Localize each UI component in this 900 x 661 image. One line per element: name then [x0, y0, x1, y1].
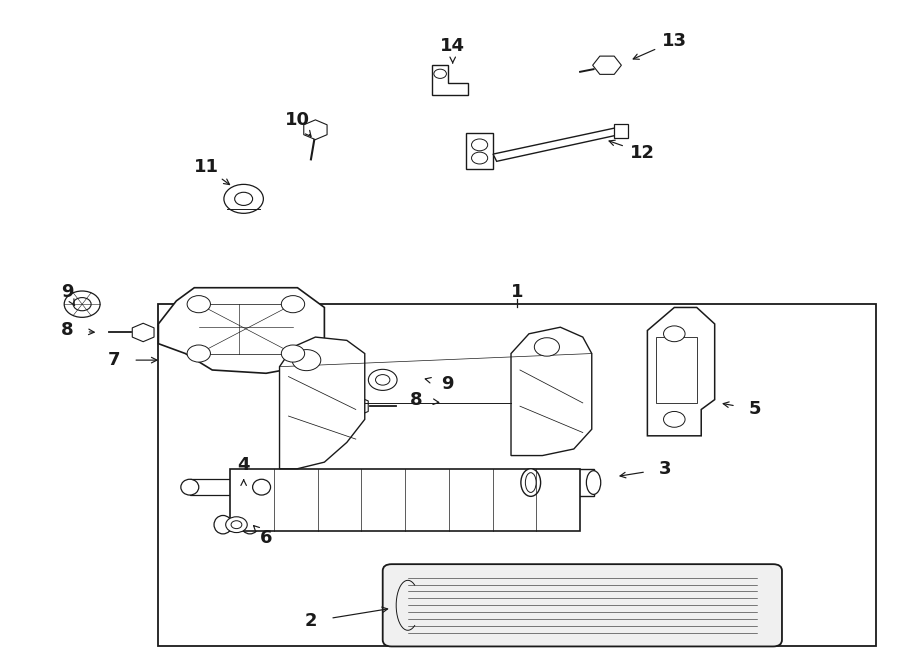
Text: 14: 14 [440, 37, 465, 55]
Circle shape [663, 411, 685, 427]
Text: 10: 10 [285, 111, 310, 129]
Polygon shape [493, 128, 620, 161]
Text: 13: 13 [662, 32, 687, 50]
Circle shape [187, 295, 211, 313]
Circle shape [187, 345, 211, 362]
Bar [466, 133, 493, 169]
Text: 2: 2 [305, 613, 317, 631]
FancyBboxPatch shape [382, 564, 782, 646]
Text: 8: 8 [60, 321, 73, 340]
Bar [614, 124, 627, 137]
Polygon shape [656, 337, 697, 403]
Circle shape [73, 297, 91, 311]
Text: 6: 6 [260, 529, 273, 547]
Polygon shape [432, 65, 468, 95]
Ellipse shape [241, 516, 259, 534]
Circle shape [231, 521, 242, 529]
Text: 11: 11 [194, 158, 219, 176]
Polygon shape [647, 307, 715, 436]
Circle shape [282, 345, 304, 362]
Circle shape [535, 338, 560, 356]
Circle shape [368, 369, 397, 391]
Ellipse shape [526, 473, 536, 492]
Circle shape [472, 152, 488, 164]
Ellipse shape [181, 479, 199, 495]
Bar [230, 469, 580, 531]
Ellipse shape [587, 471, 600, 494]
Text: 12: 12 [630, 144, 655, 162]
Bar [190, 479, 262, 495]
Text: 3: 3 [659, 460, 671, 478]
Circle shape [64, 291, 100, 317]
Ellipse shape [214, 516, 232, 534]
Circle shape [226, 517, 248, 533]
Ellipse shape [521, 469, 541, 496]
Text: 8: 8 [410, 391, 422, 408]
Text: 1: 1 [511, 284, 524, 301]
Circle shape [472, 139, 488, 151]
Circle shape [663, 326, 685, 342]
Text: 4: 4 [238, 457, 250, 475]
Polygon shape [280, 337, 364, 469]
Polygon shape [511, 327, 592, 455]
Text: 5: 5 [749, 401, 761, 418]
Circle shape [235, 192, 253, 206]
Ellipse shape [253, 479, 271, 495]
Circle shape [375, 375, 390, 385]
Circle shape [224, 184, 264, 214]
Circle shape [292, 350, 320, 371]
Bar [158, 304, 877, 646]
Text: 7: 7 [107, 351, 120, 369]
Polygon shape [158, 288, 324, 373]
Text: 9: 9 [60, 284, 73, 301]
Bar [531, 469, 594, 496]
Circle shape [434, 69, 446, 79]
Text: 9: 9 [441, 375, 454, 393]
Circle shape [282, 295, 304, 313]
